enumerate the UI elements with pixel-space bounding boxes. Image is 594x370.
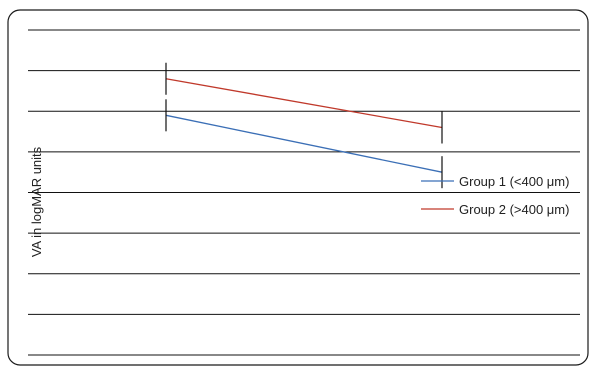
legend: Group 1 (<400 μm) Group 2 (>400 μm) — [421, 174, 569, 217]
y-axis-label: VA in logMAR units — [29, 146, 44, 257]
series-group — [165, 62, 443, 189]
gridlines — [28, 29, 580, 356]
chart-frame — [7, 9, 589, 366]
legend-label-1: Group 1 (<400 μm) — [459, 174, 569, 189]
legend-label-2: Group 2 (>400 μm) — [459, 202, 569, 217]
series-line-2 — [165, 78, 443, 129]
series-line-1 — [165, 114, 443, 173]
